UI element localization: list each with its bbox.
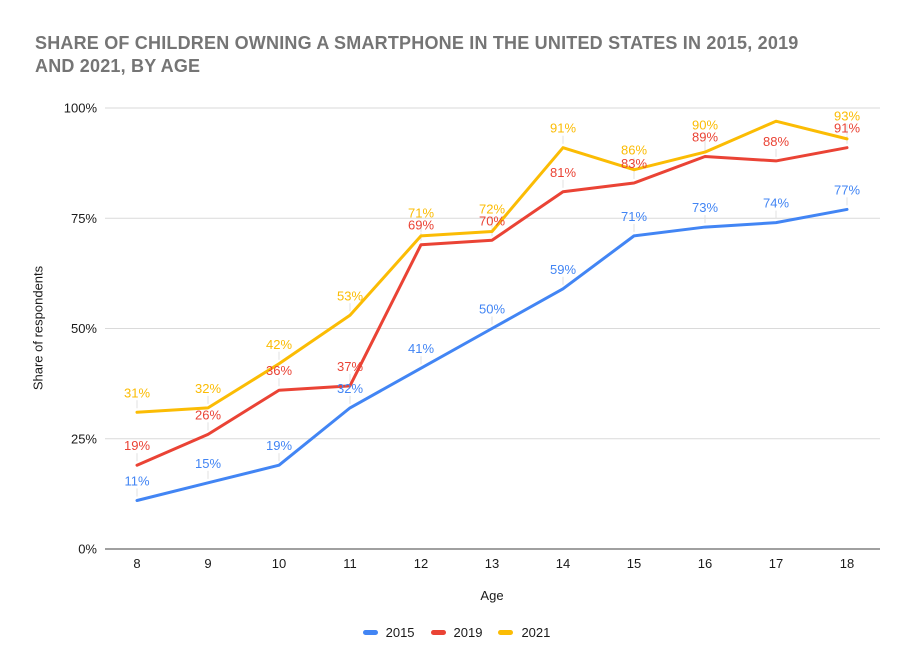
data-label: 59%: [550, 262, 576, 277]
data-label: 42%: [266, 337, 292, 352]
data-label: 31%: [124, 385, 150, 400]
x-tick-label: 12: [414, 556, 428, 571]
data-label: 72%: [479, 201, 505, 216]
data-label: 70%: [479, 213, 505, 228]
legend-item-2019: 2019: [430, 624, 483, 640]
x-tick-label: 14: [556, 556, 570, 571]
x-tick-label: 16: [698, 556, 712, 571]
data-label: 50%: [479, 302, 505, 317]
chart-title: SHARE OF CHILDREN OWNING A SMARTPHONE IN…: [35, 32, 799, 78]
data-label: 89%: [692, 130, 718, 145]
data-label: 15%: [195, 456, 221, 471]
data-label: 41%: [408, 341, 434, 356]
y-axis-title: Share of respondents: [30, 265, 46, 391]
data-label: 93%: [834, 109, 860, 124]
legend-swatch-2021-icon: [498, 629, 514, 635]
data-label: 36%: [266, 363, 292, 378]
data-label: 53%: [337, 288, 363, 303]
y-tick-label: 0%: [78, 542, 97, 557]
data-label: 88%: [763, 134, 789, 149]
x-tick-label: 17: [769, 556, 783, 571]
series-line-2015: [135, 207, 849, 502]
x-tick-label: 15: [627, 556, 641, 571]
legend-label-2021: 2021: [521, 624, 551, 640]
legend-label-2015: 2015: [385, 624, 415, 640]
x-tick-label: 13: [485, 556, 499, 571]
x-tick-label: 8: [133, 556, 140, 571]
data-label: 32%: [337, 381, 363, 396]
x-tick-label: 18: [840, 556, 854, 571]
data-label: 71%: [621, 209, 647, 224]
data-label: 71%: [408, 206, 434, 221]
legend-swatch-2019-icon: [430, 629, 446, 635]
x-axis-title: Age: [480, 588, 504, 603]
data-label: 86%: [621, 143, 647, 158]
data-label: 73%: [692, 200, 718, 215]
y-tick-label: 50%: [71, 321, 97, 336]
data-label: 77%: [834, 182, 860, 197]
legend-item-2021: 2021: [498, 625, 550, 640]
legend-item-2015: 2015: [362, 624, 415, 640]
legend: 2015 2019 2021: [0, 622, 913, 642]
data-label: 91%: [550, 121, 576, 136]
data-label: 37%: [337, 359, 363, 374]
x-tick-label: 11: [343, 556, 357, 571]
data-label: 83%: [621, 156, 647, 171]
data-label: 19%: [266, 438, 292, 453]
y-tick-label: 25%: [71, 431, 97, 446]
data-label: 32%: [195, 381, 221, 396]
data-label: 19%: [124, 438, 150, 453]
data-label: 74%: [763, 196, 789, 211]
x-tick-label: 9: [204, 556, 211, 571]
axis-ticks: 0% 25% 50% 75% 100% 8 9 10 11 12 13 14 15 16 17 18: [64, 101, 854, 572]
y-tick-label: 75%: [71, 211, 97, 226]
series-line-2021: [135, 119, 849, 414]
data-labels: 31%19%11%32%26%15%42%36%19%53%37%32%71%6…: [124, 109, 860, 489]
legend-swatch-2015-icon: [362, 629, 378, 635]
chart-title-line2: AND 2021, BY AGE: [35, 56, 201, 76]
y-tick-label: 100%: [64, 101, 98, 116]
x-tick-label: 10: [272, 556, 286, 571]
series-lines: [135, 119, 849, 502]
legend-label-2019: 2019: [453, 624, 483, 640]
data-label: 90%: [692, 118, 718, 133]
data-label: 26%: [195, 407, 221, 422]
chart-title-line1: SHARE OF CHILDREN OWNING A SMARTPHONE IN…: [35, 33, 799, 53]
data-label: 81%: [550, 165, 576, 180]
data-label: 69%: [408, 218, 434, 233]
data-label: 91%: [834, 121, 860, 136]
series-line-2019: [135, 146, 849, 467]
data-label: 11%: [124, 473, 149, 488]
